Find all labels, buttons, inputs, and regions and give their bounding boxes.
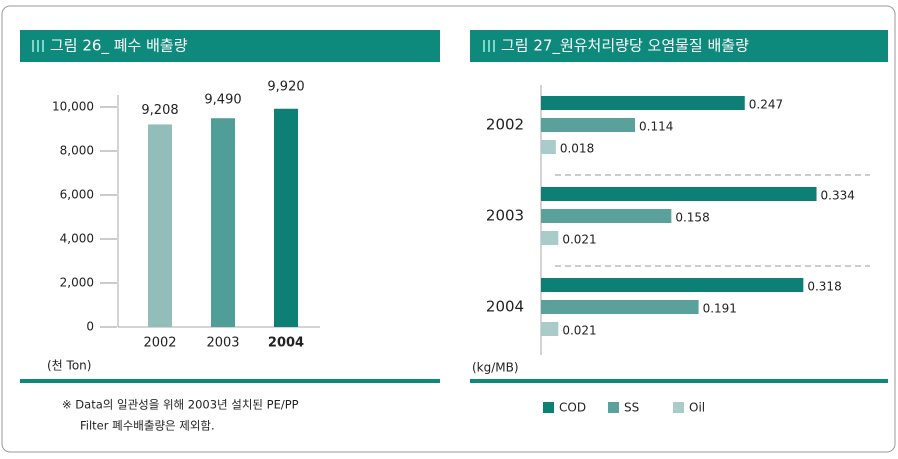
y-tick-label: 8,000	[60, 144, 94, 158]
bar	[148, 124, 172, 327]
bar	[541, 96, 745, 110]
chart-title: 그림 26_ 폐수 배출량	[50, 37, 188, 56]
bar	[541, 278, 804, 292]
value-label: 0.021	[562, 324, 596, 338]
y-tick-label: 0	[86, 320, 94, 334]
unit-label: (천 Ton)	[47, 358, 91, 373]
value-label: 9,920	[267, 79, 304, 94]
legend-swatch	[673, 402, 684, 413]
bar	[274, 108, 298, 327]
value-label: 9,490	[204, 93, 241, 108]
bar	[541, 209, 672, 223]
x-tick-label: 2002	[143, 336, 176, 351]
value-label: 0.191	[703, 302, 737, 316]
x-tick-label: 2003	[206, 336, 239, 351]
value-label: 0.247	[749, 98, 783, 112]
divider	[470, 379, 888, 383]
bar	[541, 300, 699, 314]
legend-label: SS	[624, 401, 639, 415]
bar	[541, 187, 817, 201]
value-label: 0.334	[821, 189, 855, 203]
value-label: 0.318	[807, 280, 841, 294]
unit-label: (kg/MB)	[472, 361, 519, 375]
legend-label: COD	[559, 401, 586, 415]
header-bar	[470, 30, 888, 62]
bar	[211, 118, 235, 327]
value-label: 0.114	[639, 120, 673, 134]
legend-swatch	[608, 402, 619, 413]
bar	[541, 140, 556, 154]
note: Filter 폐수배출량은 제외함.	[80, 419, 215, 433]
note: ※ Data의 일관성을 위해 2003년 설치된 PE/PP	[62, 398, 299, 412]
chart-title: 그림 27_원유처리량당 오염물질 배출량	[501, 37, 749, 56]
y-tick-label: 6,000	[60, 188, 94, 202]
value-label: 0.021	[562, 233, 596, 247]
y-tick-label: 10,000	[52, 100, 94, 114]
legend-swatch	[543, 402, 554, 413]
category-label: 2004	[486, 298, 524, 316]
header-icon	[32, 40, 495, 52]
bar	[541, 322, 559, 336]
value-label: 0.158	[675, 211, 709, 225]
x-tick-label: 2004	[268, 336, 304, 351]
value-label: 0.018	[560, 142, 594, 156]
legend-label: Oil	[689, 401, 705, 415]
bar	[541, 118, 636, 132]
y-tick-label: 2,000	[60, 276, 94, 290]
category-label: 2002	[486, 116, 524, 134]
category-label: 2003	[486, 207, 524, 225]
y-tick-label: 4,000	[60, 232, 94, 246]
value-label: 9,208	[141, 103, 178, 118]
frame	[1, 5, 896, 453]
header-bar	[20, 30, 440, 62]
bar	[541, 231, 559, 245]
divider	[20, 379, 440, 383]
